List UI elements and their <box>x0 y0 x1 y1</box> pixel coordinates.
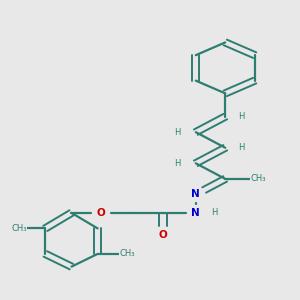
Text: H: H <box>175 159 181 168</box>
Text: O: O <box>97 208 105 218</box>
Text: N: N <box>191 189 200 200</box>
Text: CH₃: CH₃ <box>11 224 27 233</box>
Text: H: H <box>238 112 245 121</box>
Text: CH₃: CH₃ <box>119 249 135 258</box>
Text: H: H <box>212 208 218 217</box>
Text: N: N <box>191 208 200 218</box>
Text: H: H <box>238 143 245 152</box>
Text: O: O <box>159 230 167 240</box>
Text: CH₃: CH₃ <box>250 174 266 183</box>
Text: H: H <box>175 128 181 137</box>
